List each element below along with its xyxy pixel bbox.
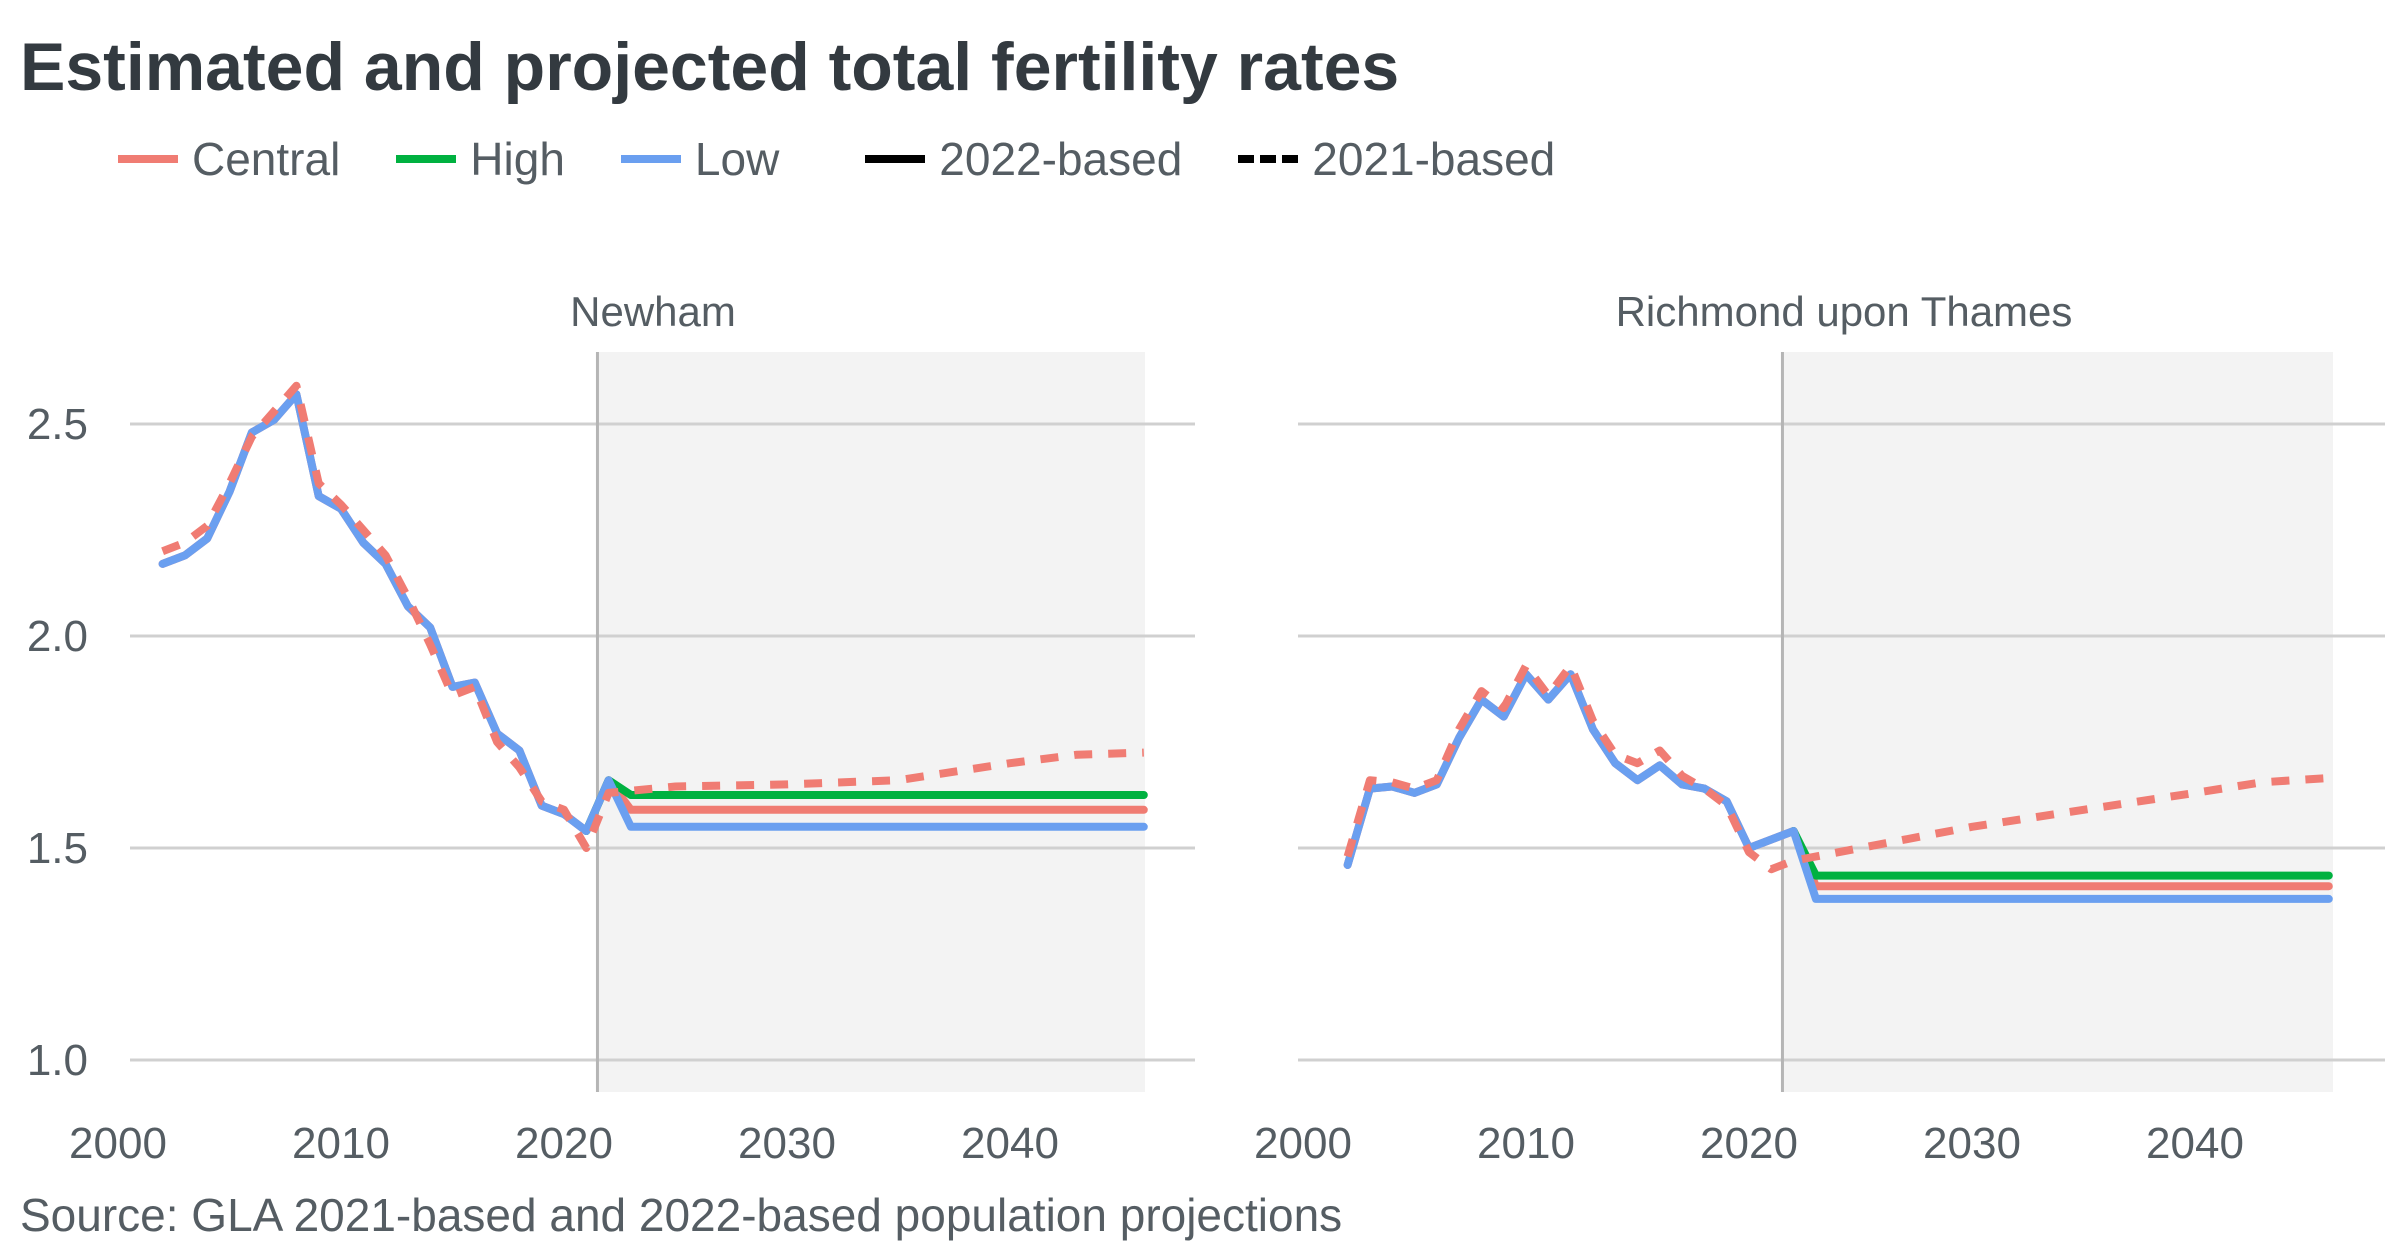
- x-tick-label: 2010: [292, 1119, 390, 1168]
- x-tick-label: 2040: [2146, 1119, 2244, 1168]
- x-tick-label: 2040: [961, 1119, 1059, 1168]
- legend-swatch-solid: [865, 155, 926, 163]
- legend-label-2022-based: 2022-based: [939, 133, 1183, 185]
- series-line-central-2021-based: [161, 381, 1144, 852]
- x-tick-label: 2020: [1700, 1119, 1798, 1168]
- series-line-low-2022-based: [158, 390, 1148, 835]
- facet-panel-0: 1.0 1.5 2.0 2.5 2000 2010 2020 2030 2040 Newham: [27, 288, 1195, 1168]
- series-line-central-2021-based: [1343, 661, 2330, 874]
- y-tick-label: 2.0: [27, 612, 88, 661]
- legend-label-low: Low: [694, 133, 780, 185]
- facet-panel-1: 2000 2010 2020 2030 2040 Richmond upon Thames: [1254, 288, 2385, 1168]
- legend-item-2022-based: 2022-based: [865, 132, 1182, 186]
- source-note: Source: GLA 2021-based and 2022-based po…: [20, 1189, 1343, 1241]
- legend-label-2021-based: 2021-based: [1312, 133, 1556, 185]
- projection-shading: [597, 352, 1145, 1092]
- legend-swatch-dashed: [1238, 155, 1299, 163]
- legend-swatch-high: [396, 155, 457, 163]
- x-tick-label: 2000: [1254, 1119, 1352, 1168]
- legend-swatch-central: [118, 155, 178, 163]
- y-tick-label: 1.5: [27, 824, 88, 873]
- legend-label-central: Central: [192, 133, 341, 185]
- x-tick-label: 2010: [1477, 1119, 1575, 1168]
- projection-shading: [1782, 352, 2333, 1092]
- legend-item-low: Low: [620, 132, 780, 186]
- facet-label: Richmond upon Thames: [1616, 288, 2073, 335]
- legend-item-2021-based: 2021-based: [1238, 132, 1555, 186]
- y-tick-label: 2.5: [27, 400, 88, 449]
- chart-title: Estimated and projected total fertility …: [20, 29, 1400, 105]
- y-tick-label: 1.0: [27, 1036, 88, 1085]
- x-tick-label: 2030: [738, 1119, 836, 1168]
- facet-label: Newham: [570, 288, 736, 335]
- legend-item-high: High: [396, 132, 565, 186]
- legend-label-high: High: [470, 133, 565, 185]
- x-tick-label: 2020: [515, 1119, 613, 1168]
- legend-item-central: Central: [118, 132, 340, 186]
- legend-swatch-low: [620, 155, 681, 163]
- legend: Central High Low 2022-based 2021-based: [118, 132, 1611, 186]
- x-tick-label: 2030: [1923, 1119, 2021, 1168]
- x-tick-label: 2000: [69, 1119, 167, 1168]
